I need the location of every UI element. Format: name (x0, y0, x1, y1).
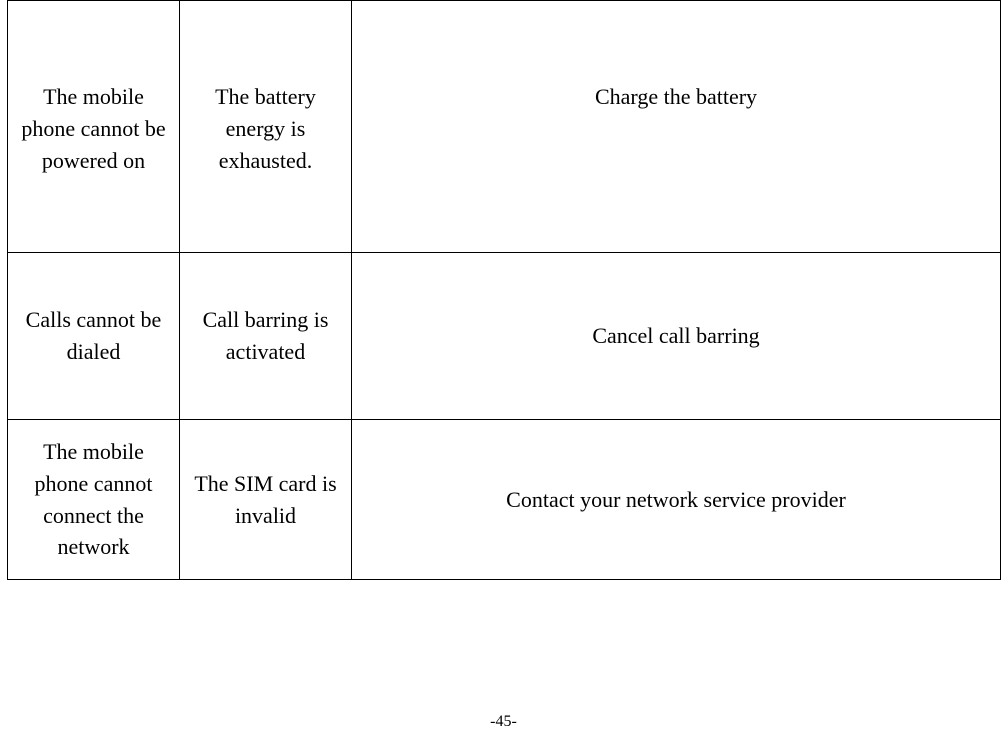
problem-cell: The mobile phone cannot connect the netw… (8, 420, 180, 580)
problem-text: The mobile phone cannot connect the netw… (14, 436, 173, 564)
solution-text: Contact your network service provider (358, 484, 994, 516)
cause-text: Call barring is activated (186, 304, 345, 368)
cause-cell: The battery energy is exhausted. (180, 1, 352, 253)
problem-cell: Calls cannot be dialed (8, 253, 180, 420)
cause-text: The SIM card is invalid (186, 468, 345, 532)
document-page: The mobile phone cannot be powered on Th… (0, 0, 1007, 739)
cause-text: The battery energy is exhausted. (186, 9, 345, 177)
solution-cell: Charge the battery (352, 1, 1001, 253)
solution-cell: Cancel call barring (352, 253, 1001, 420)
page-number: -45- (0, 713, 1007, 731)
solution-text: Charge the battery (358, 9, 994, 113)
cause-cell: Call barring is activated (180, 253, 352, 420)
table-row: The mobile phone cannot be powered on Th… (8, 1, 1001, 253)
cause-cell: The SIM card is invalid (180, 420, 352, 580)
problem-cell: The mobile phone cannot be powered on (8, 1, 180, 253)
solution-cell: Contact your network service provider (352, 420, 1001, 580)
troubleshooting-table: The mobile phone cannot be powered on Th… (7, 0, 1001, 580)
table-row: Calls cannot be dialed Call barring is a… (8, 253, 1001, 420)
problem-text: Calls cannot be dialed (14, 304, 173, 368)
table-row: The mobile phone cannot connect the netw… (8, 420, 1001, 580)
solution-text: Cancel call barring (358, 320, 994, 352)
problem-text: The mobile phone cannot be powered on (14, 9, 173, 177)
